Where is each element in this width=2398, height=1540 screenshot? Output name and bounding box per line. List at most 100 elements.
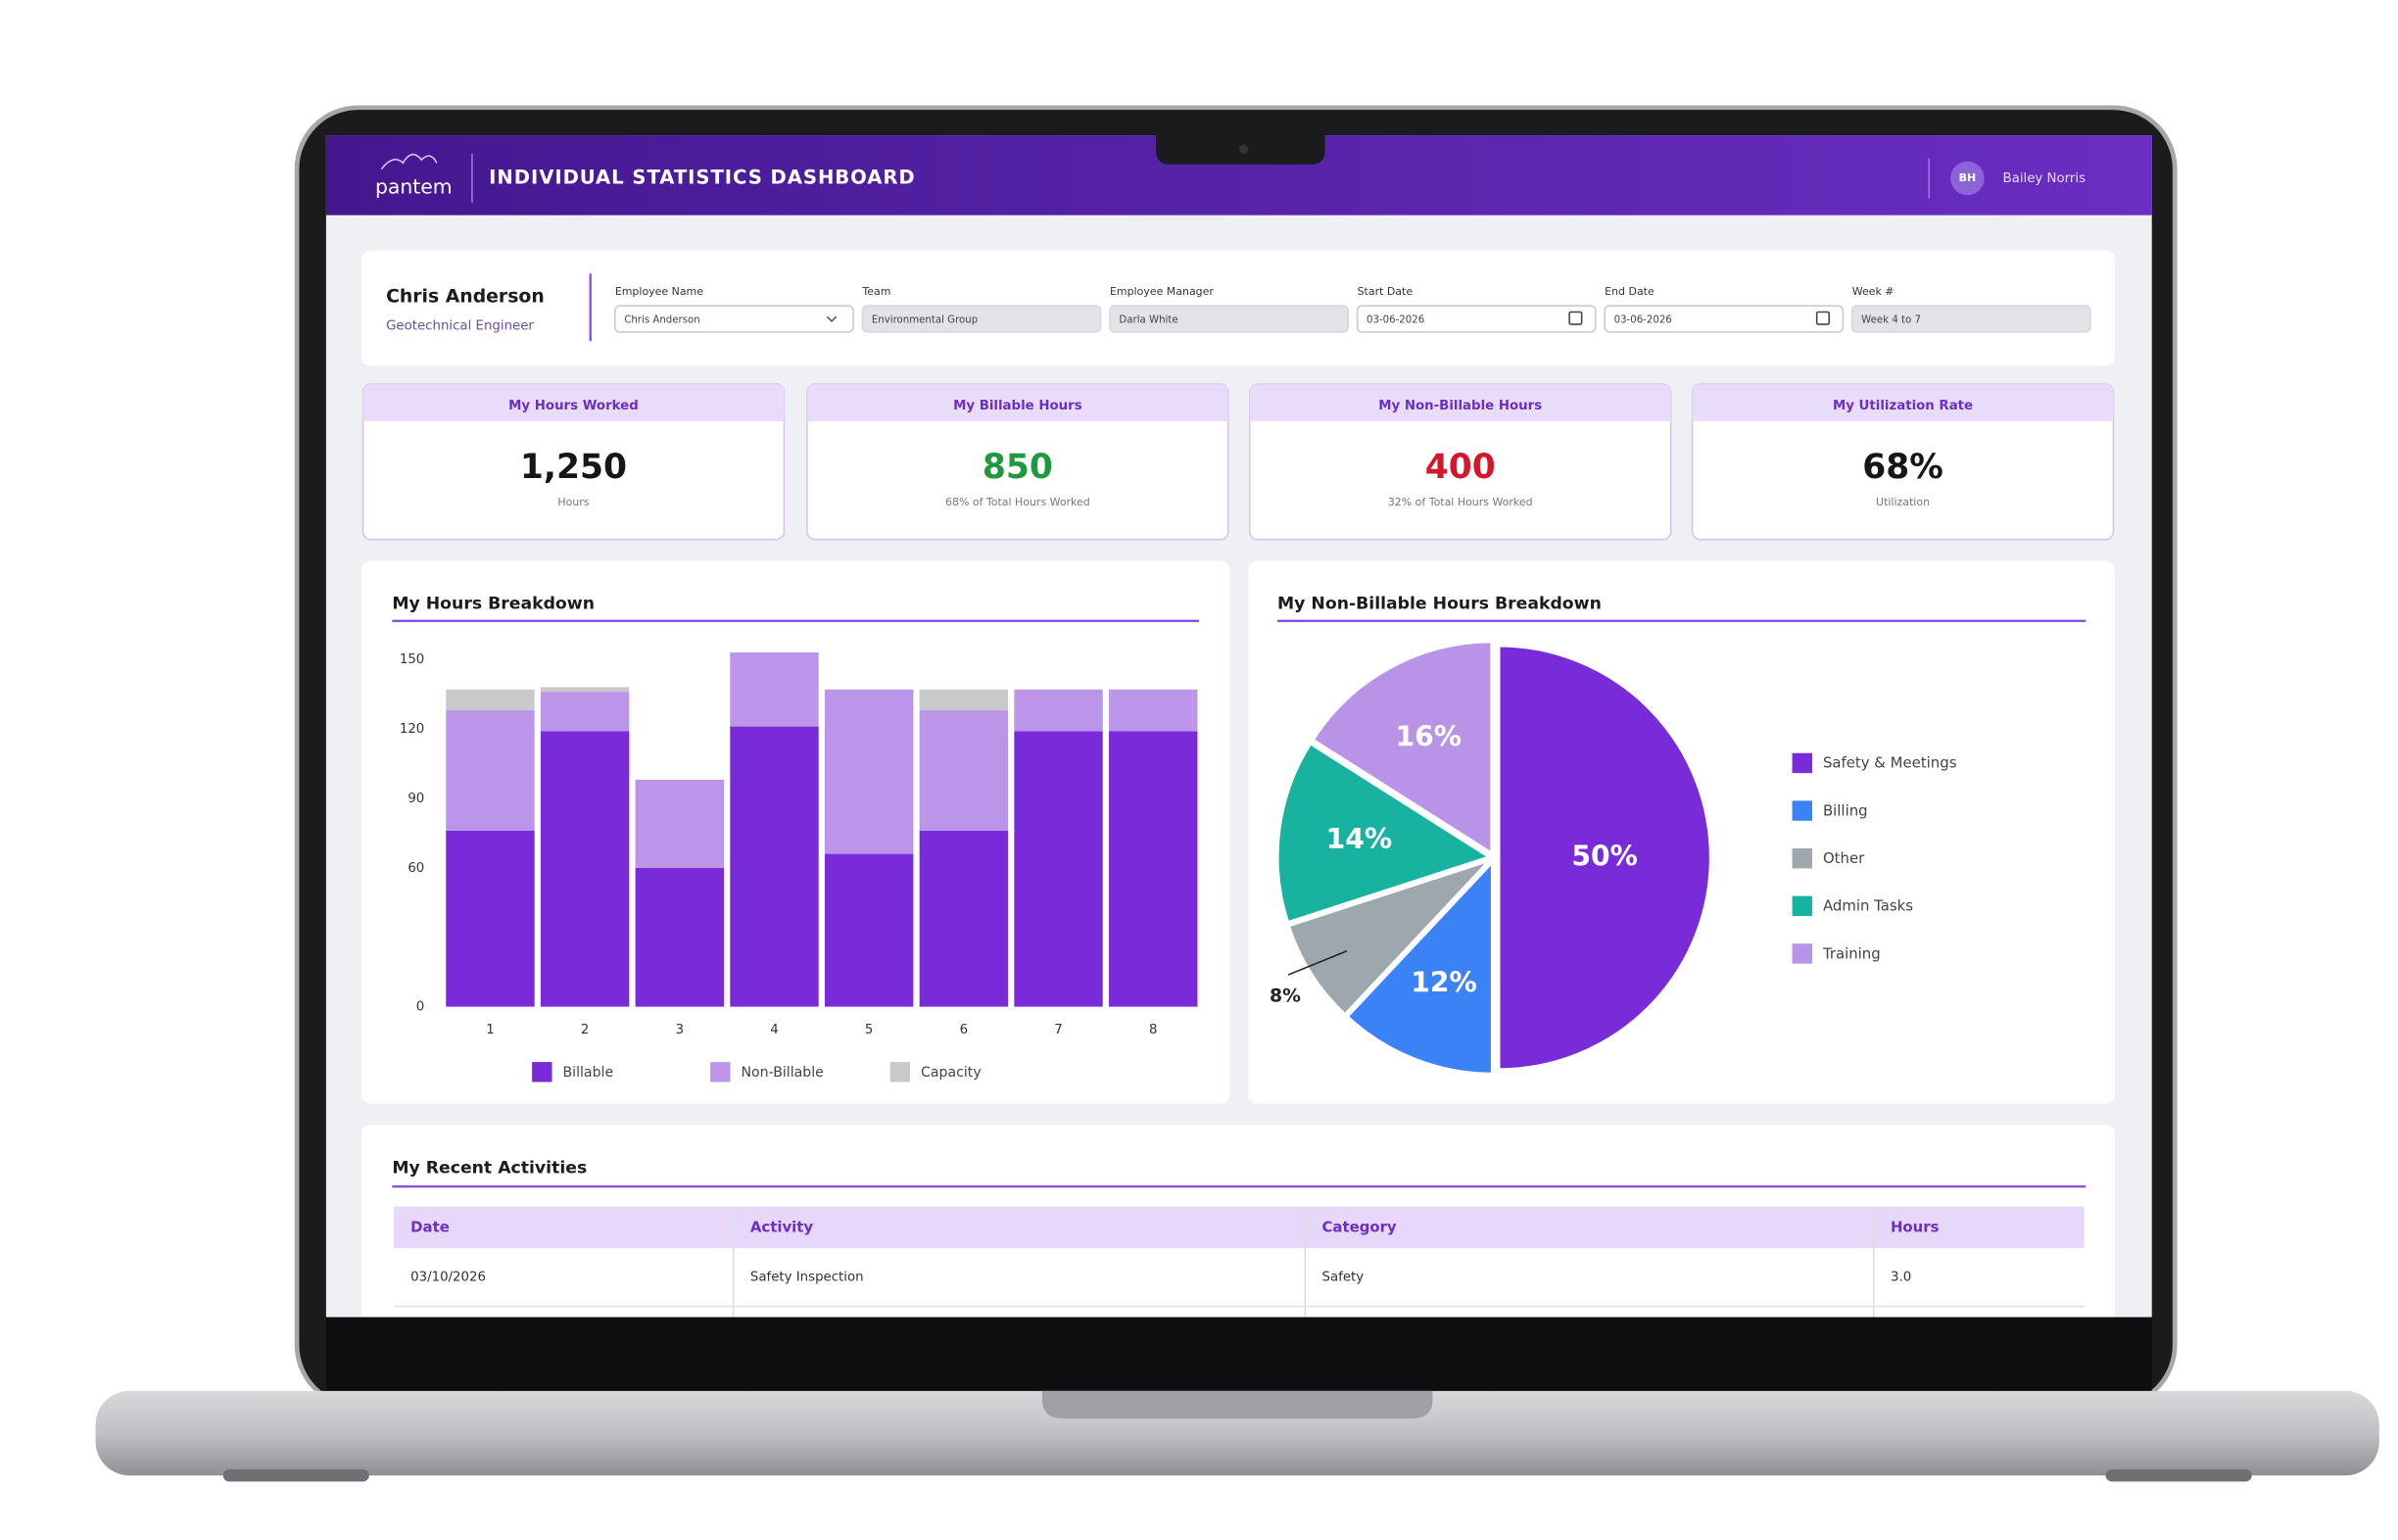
y-tick-label: 150 [400,652,424,667]
app-title: INDIVIDUAL STATISTICS DASHBOARD [489,166,915,188]
bar-segment [540,687,630,693]
filter-label: End Date [1605,285,1655,298]
bar-segment [919,830,1009,1007]
pie-slice [1286,858,1492,1017]
table-cell: Safety Inspection [750,1271,864,1285]
table-cell: 03/10/2026 [410,1271,486,1285]
bar-segment [730,651,819,727]
kpi-subtitle: Utilization [1876,496,1930,508]
x-tick-label: 5 [865,1023,873,1037]
kpi-header [806,384,1228,421]
calendar-icon [1815,311,1831,325]
table: Date Activity Category Hours 03/10/2026 Safet… [393,1206,2085,1318]
pie-slice [1497,644,1712,1072]
filter-input[interactable] [861,305,1102,333]
legend-swatch [1792,895,1812,917]
filter-value: Chris Anderson [624,314,699,325]
bar-segment [824,689,914,854]
filters: Employee Name Chris Anderson Team Environme… [614,285,2091,333]
logo-mark [380,153,438,170]
filter-input[interactable] [1356,305,1597,333]
bar-segment [1109,689,1198,732]
bar-segment [919,710,1009,831]
bezel [325,1317,2152,1391]
pie-label: 8% [1270,987,1301,1007]
chevron [826,315,838,323]
bar-segment [540,731,630,1007]
legend-swatch [889,1062,911,1083]
y-tick-label: 90 [408,792,424,806]
filter-label: Team [861,285,890,298]
bar-segment [919,689,1009,711]
y-tick-label: 60 [408,861,424,876]
foot [2105,1468,2252,1482]
avatar-initials: BH [1959,171,1977,184]
legend-swatch [532,1062,552,1083]
chart-title: My Non-Billable Hours Breakdown [1277,595,1602,614]
y-tick-label: 120 [400,722,424,737]
bar-segment [824,853,914,1007]
x-tick-label: 3 [676,1023,684,1037]
bar-segment [1109,731,1198,1007]
column-header: Date [410,1219,450,1236]
kpi-cards: My Hours Worked 1,250 Hours My Billable Hou… [361,383,2115,541]
kpi-header [1692,384,2114,421]
legend-label: Capacity [921,1065,982,1081]
kpi-header [1249,384,1671,421]
filter-input[interactable] [614,305,854,333]
x-tick-label: 2 [581,1023,589,1037]
y-tick-label: 0 [416,1000,424,1015]
kpi-subtitle: Hours [557,496,589,508]
kpi-subtitle: 32% of Total Hours Worked [1388,496,1533,508]
legend-swatch [1792,848,1812,869]
avatar[interactable] [1950,161,1985,196]
legend-label: Non-Billable [741,1065,823,1081]
filter-value: 03-06-2026 [1614,314,1672,325]
legend-swatch [1792,752,1812,774]
filter-label: Employee Manager [1110,285,1214,298]
filter-value: Environmental Group [872,314,978,325]
foot [222,1468,369,1482]
profile-role: Geotechnical Engineer [386,319,534,334]
chart-title: My Hours Breakdown [392,595,595,614]
kpi-title: My Hours Worked [508,399,639,413]
kpi-subtitle: 68% of Total Hours Worked [945,496,1090,508]
table-cell: Safety [1322,1271,1365,1285]
bar-segment [540,692,630,732]
table-header [393,1206,2085,1248]
kpi-title: My Billable Hours [953,399,1082,413]
kpi-value: 400 [1425,448,1496,487]
filter-input[interactable] [1604,305,1845,333]
kpi-header [362,384,785,421]
column-header: Category [1322,1219,1397,1236]
filter-input[interactable] [1850,305,2091,333]
kpi-title: My Utilization Rate [1833,399,1973,413]
x-tick-label: 1 [486,1023,494,1037]
pie-slice [1310,640,1494,857]
filter-value: Darla White [1119,314,1177,325]
pie-label: 14% [1326,823,1393,855]
camera [1238,144,1249,154]
user-name[interactable]: Bailey Norris [2003,171,2086,186]
pie-slice [1345,857,1495,1076]
legend-label: Billing [1823,801,1868,819]
base-notch [1041,1390,1433,1420]
pie-label: 12% [1411,967,1477,999]
x-tick-label: 4 [770,1023,778,1037]
filter-label: Week # [1852,285,1894,298]
legend-label: Billable [562,1065,613,1081]
filter-input[interactable] [1109,305,1349,333]
bar-segment [635,779,725,868]
laptop-base [95,1390,2379,1476]
kpi-value: 850 [983,448,1053,487]
x-tick-label: 8 [1149,1023,1157,1037]
bar-chart: 0 60 90 120 150 1 2 3 4 5 6 7 8 Billable Non-Billable C… [400,651,1198,1083]
legend-label: Training [1822,944,1881,962]
bar-segment [446,830,535,1007]
profile-name: Chris Anderson [386,286,545,307]
leader-line [1287,950,1348,976]
bar-segment [446,689,535,711]
legend-swatch [1792,943,1812,964]
